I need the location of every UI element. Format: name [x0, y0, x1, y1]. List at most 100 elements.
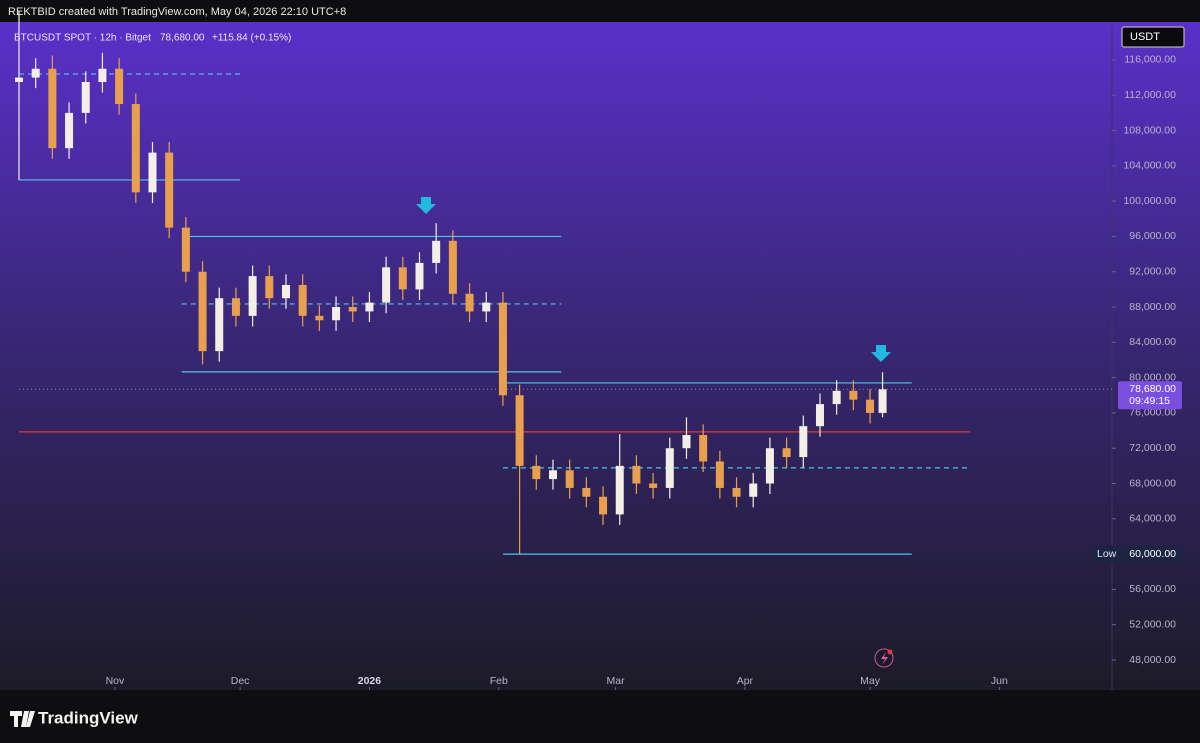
y-tick-label: 108,000.00 — [1123, 124, 1176, 136]
candle-body — [498, 302, 507, 396]
candle-body — [281, 284, 290, 299]
candle-body — [15, 77, 23, 83]
x-tick-label: 2026 — [358, 675, 382, 687]
arrow-marker — [871, 345, 891, 362]
candle-body — [715, 461, 724, 488]
candle-body — [248, 276, 257, 316]
x-tick-label: Apr — [737, 675, 754, 687]
candle-body — [866, 399, 875, 413]
candle-body — [65, 112, 74, 149]
candle-body — [231, 298, 240, 316]
candle-body — [815, 404, 824, 427]
y-tick-label: 80,000.00 — [1129, 371, 1176, 383]
candle-body — [799, 426, 808, 458]
y-tick-label: 116,000.00 — [1124, 54, 1176, 66]
y-tick-label: 76,000.00 — [1129, 407, 1176, 419]
currency-button[interactable] — [1121, 26, 1185, 48]
candle-body — [765, 448, 774, 484]
plot-background — [0, 22, 1200, 690]
y-tick-label: 48,000.00 — [1129, 654, 1176, 666]
x-tick-label: Feb — [490, 675, 508, 687]
candle-body — [98, 68, 107, 83]
candle-body — [415, 262, 424, 290]
lightning-glyph — [881, 652, 888, 665]
y-tick-label: 88,000.00 — [1129, 301, 1176, 313]
y-tick-label: 84,000.00 — [1129, 336, 1176, 348]
countdown: 09:49:15 — [1129, 395, 1170, 407]
candle-body — [332, 307, 341, 321]
candle-body — [782, 448, 791, 458]
candle-body — [515, 395, 524, 466]
candle-body — [181, 227, 190, 272]
candle-body — [615, 465, 624, 515]
candle-body — [81, 82, 90, 113]
candle-body — [298, 284, 307, 316]
candle-body — [131, 104, 140, 193]
x-tick-label: Dec — [231, 675, 250, 687]
candle-body — [31, 68, 40, 78]
brand: TradingView — [38, 708, 139, 727]
candle-body — [432, 240, 441, 263]
candle-body — [265, 276, 274, 299]
y-tick-label: 112,000.00 — [1124, 89, 1176, 101]
low-text: Low — [1097, 548, 1117, 560]
candle-body — [532, 465, 541, 480]
arrow-marker — [416, 197, 436, 214]
candle-body — [115, 68, 124, 105]
candle-body — [448, 240, 457, 294]
candle-body — [365, 302, 374, 312]
candle-body — [148, 152, 157, 193]
candle-body — [682, 434, 691, 449]
plot — [15, 11, 1112, 555]
candle-body — [165, 152, 174, 228]
candle-body — [548, 470, 557, 480]
brand-logo: TradingView — [10, 708, 139, 727]
y-tick-label: 56,000.00 — [1129, 583, 1176, 595]
chart-title: BTCUSDT SPOT · 12h · Bitget — [14, 33, 151, 44]
y-tick-label: 96,000.00 — [1129, 230, 1176, 242]
candle-body — [599, 496, 608, 515]
last-price-box — [1118, 381, 1182, 410]
candle-body — [582, 487, 591, 497]
y-tick-label: 68,000.00 — [1129, 477, 1176, 489]
candle-body — [832, 390, 841, 405]
candle-body — [632, 465, 641, 484]
low-label: 60,000.00 — [1129, 548, 1176, 560]
candle-body — [649, 483, 658, 488]
candle-body — [565, 470, 574, 488]
candle-body — [849, 390, 858, 400]
x-tick-label: Jun — [991, 675, 1008, 687]
y-tick-label: 64,000.00 — [1129, 513, 1176, 525]
candle-body — [749, 483, 758, 497]
candle-body — [198, 271, 207, 352]
brand-mark — [10, 711, 35, 727]
low-box — [1094, 546, 1182, 563]
x-tick-label: Nov — [106, 675, 125, 687]
candle-body — [699, 434, 708, 462]
y-tick-label: 100,000.00 — [1123, 195, 1176, 207]
y-tick-label: 52,000.00 — [1129, 618, 1176, 630]
credit: REKTBID created with TradingView.com, Ma… — [8, 6, 346, 18]
candle-body — [665, 448, 674, 488]
candle-body — [315, 315, 324, 321]
currency[interactable]: USDT — [1130, 31, 1160, 43]
candle-body — [382, 267, 391, 303]
candle-body — [482, 302, 491, 312]
header-price: 78,680.00 — [160, 33, 205, 44]
candle-body — [465, 293, 474, 312]
candle-body — [48, 68, 57, 149]
x-tick-label: May — [860, 675, 881, 687]
y-tick-label: 72,000.00 — [1129, 442, 1176, 454]
candle-body — [878, 389, 887, 413]
candle-body — [732, 487, 741, 497]
last-price-label: 78,680.00 — [1129, 383, 1176, 395]
candle-body — [398, 267, 407, 290]
candle-body — [348, 307, 357, 312]
x-tick-label: Mar — [607, 675, 626, 687]
alert-dot — [887, 649, 893, 655]
y-tick-label: 104,000.00 — [1123, 160, 1176, 172]
y-tick-label: 92,000.00 — [1129, 266, 1176, 278]
candle-body — [215, 298, 224, 352]
